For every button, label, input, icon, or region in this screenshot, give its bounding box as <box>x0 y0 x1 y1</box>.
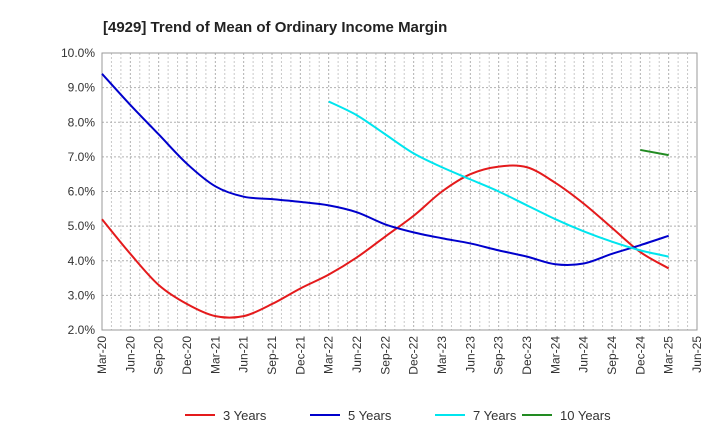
chart-title: [4929] Trend of Mean of Ordinary Income … <box>103 19 447 36</box>
y-tick-label: 6.0% <box>68 185 96 199</box>
series-line-7-years <box>328 100 669 258</box>
plot-area <box>101 52 698 331</box>
x-tick-label: Dec-20 <box>180 336 194 375</box>
x-tick-label: Dec-22 <box>407 336 421 375</box>
x-tick-label: Sep-21 <box>265 336 279 375</box>
series-line-10-years <box>640 148 669 157</box>
x-tick-label: Jun-22 <box>350 336 364 373</box>
y-tick-label: 4.0% <box>68 254 96 268</box>
series-lines <box>101 73 670 319</box>
legend-label-5-years: 5 Years <box>348 408 392 423</box>
y-tick-label: 10.0% <box>61 46 95 60</box>
x-tick-label: Mar-25 <box>662 336 676 374</box>
y-tick-label: 7.0% <box>68 150 96 164</box>
x-tick-label: Dec-23 <box>520 336 534 375</box>
y-tick-label: 2.0% <box>68 323 96 337</box>
legend-label-10-years: 10 Years <box>560 408 611 423</box>
x-tick-label: Jun-21 <box>237 336 251 373</box>
x-tick-label: Mar-24 <box>548 336 562 374</box>
legend-label-7-years: 7 Years <box>473 408 517 423</box>
series-line-5-years <box>101 73 669 266</box>
legend-label-3-years: 3 Years <box>223 408 267 423</box>
x-tick-label: Sep-23 <box>492 336 506 375</box>
x-tick-label: Jun-23 <box>463 336 477 373</box>
x-axis-tick-labels: Mar-20 Jun-20 Sep-20 Dec-20 Mar-21 Jun-21 Sep-… <box>95 336 704 375</box>
legend: 3 Years 5 Years 7 Years 10 Years <box>185 408 611 423</box>
x-tick-label: Mar-23 <box>435 336 449 374</box>
x-tick-label: Jun-24 <box>577 336 591 373</box>
y-tick-label: 8.0% <box>68 115 96 129</box>
x-tick-label: Dec-21 <box>293 336 307 375</box>
y-tick-label: 5.0% <box>68 219 96 233</box>
x-tick-label: Mar-22 <box>322 336 336 374</box>
x-tick-label: Jun-20 <box>123 336 137 373</box>
series-line-3-years <box>101 164 670 319</box>
x-tick-label: Jun-25 <box>690 336 704 373</box>
y-axis-tick-labels: 2.0% 3.0% 4.0% 5.0% 6.0% 7.0% 8.0% 9.0% 10.0% <box>61 46 95 337</box>
x-tick-label: Mar-20 <box>95 336 109 374</box>
y-tick-label: 3.0% <box>68 288 96 302</box>
y-tick-label: 9.0% <box>68 81 96 95</box>
x-tick-label: Sep-24 <box>605 336 619 375</box>
x-tick-label: Sep-22 <box>378 336 392 375</box>
grid-lines <box>101 52 698 331</box>
x-tick-label: Dec-24 <box>633 336 647 375</box>
x-tick-label: Sep-20 <box>152 336 166 375</box>
x-tick-label: Mar-21 <box>208 336 222 374</box>
